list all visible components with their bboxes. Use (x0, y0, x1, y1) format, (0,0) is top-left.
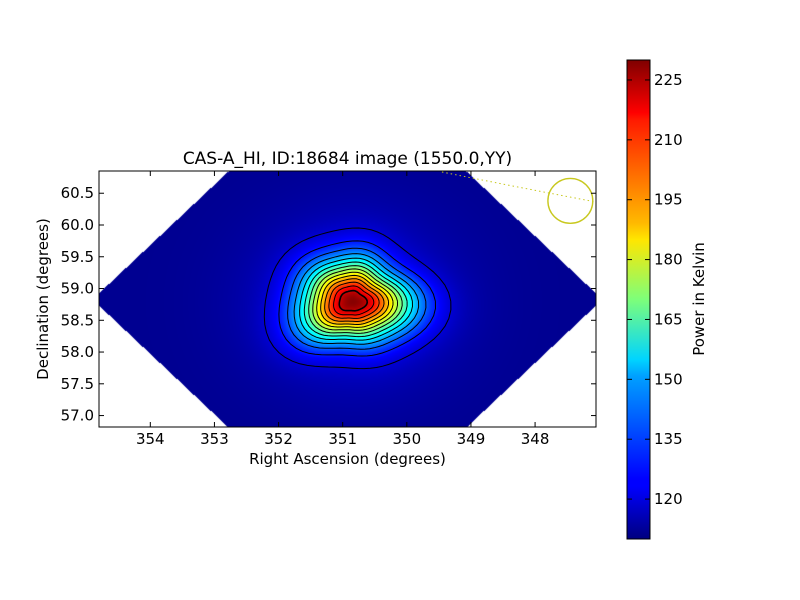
colorbar-label: Power in Kelvin (690, 242, 708, 356)
heatmap-image (99, 171, 596, 427)
contour-line (320, 274, 389, 325)
y-tick-label: 59.5 (61, 248, 94, 266)
contour-line (287, 247, 427, 350)
y-tick-label: 60.5 (61, 184, 94, 202)
contour-line (308, 265, 403, 334)
y-tick-label: 57.5 (61, 375, 94, 393)
contour-line (278, 240, 437, 357)
y-tick-label: 60.0 (61, 216, 94, 234)
x-axis-label: Right Ascension (degrees) (249, 450, 446, 468)
x-tick-label: 351 (328, 430, 357, 448)
colorbar-tick-label: 210 (654, 131, 683, 149)
y-axis-label: Declination (degrees) (34, 218, 52, 380)
colorbar: 120 135 150 165 180 195 210 225 Power in Kelvin (626, 59, 708, 540)
contour-line (316, 271, 394, 328)
contour-line (338, 289, 369, 312)
colorbar-gradient (627, 60, 650, 539)
colorbar-frame (626, 59, 651, 540)
y-tick-label: 59.0 (61, 280, 94, 298)
contour-line (333, 285, 375, 316)
contour-line (324, 278, 385, 322)
contour-line (303, 261, 408, 338)
colorbar-tick-label: 165 (654, 310, 683, 328)
colorbar-tick-label: 150 (654, 370, 683, 388)
y-tick-label: 58.5 (61, 311, 94, 329)
colorbar-tick-label: 120 (654, 490, 683, 508)
x-axis-ticks: 354 353 352 351 350 349 348 (136, 171, 549, 448)
chart-title: CAS-A_HI, ID:18684 image (1550.0,YY) (183, 149, 512, 169)
x-tick-label: 353 (200, 430, 229, 448)
y-tick-label: 57.0 (61, 407, 94, 425)
beam-trail (441, 171, 596, 203)
x-tick-label: 350 (392, 430, 421, 448)
x-tick-label: 352 (264, 430, 293, 448)
x-tick-label: 354 (136, 430, 165, 448)
contour-line (328, 281, 380, 319)
contour-line (263, 227, 452, 370)
x-tick-label: 349 (457, 430, 486, 448)
y-tick-label: 58.0 (61, 343, 94, 361)
colorbar-tick-label: 180 (654, 251, 683, 269)
contour-lines (263, 227, 452, 370)
contour-line (299, 257, 414, 341)
beam-circle (547, 177, 594, 225)
x-tick-label: 348 (521, 430, 550, 448)
colorbar-tick-label: 225 (654, 71, 683, 89)
heatmap-plot: 354 353 352 351 350 349 348 57.0 57.5 58.0 58.5 59… (61, 170, 597, 448)
colorbar-ticks: 120 135 150 165 180 195 210 225 (627, 71, 683, 508)
colorbar-tick-label: 135 (654, 430, 683, 448)
y-axis-ticks: 57.0 57.5 58.0 58.5 59.0 59.5 60.0 60.5 (61, 184, 596, 425)
colorbar-tick-label: 195 (654, 191, 683, 209)
contour-line (312, 268, 398, 331)
plot-frame (98, 170, 597, 428)
contour-line (293, 253, 420, 345)
